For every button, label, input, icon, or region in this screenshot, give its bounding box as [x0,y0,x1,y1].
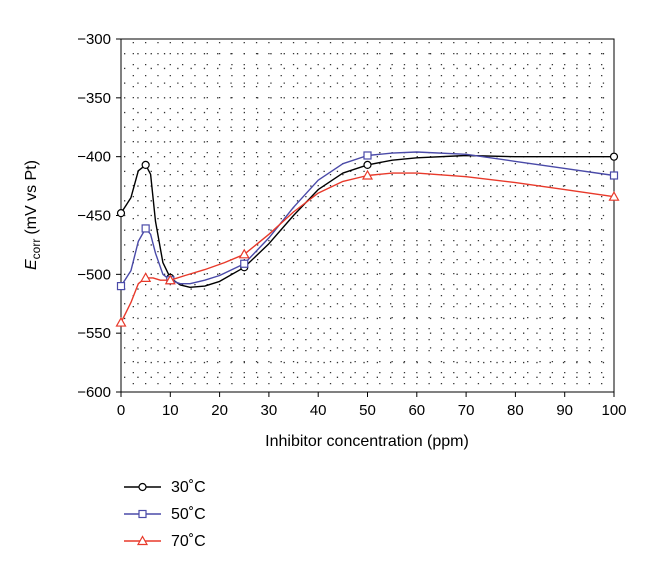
x-tick-label: 0 [117,402,125,419]
series-line-70C [120,172,615,323]
legend-label-30C: 30˚C [171,479,206,496]
data-point-50C [363,151,372,160]
axis-ticks: 0 10 20 30 40 50 60 70 80 90 100 −300 −350 −400 −450 −5… [77,31,626,419]
data-point-70C [361,169,374,180]
series-line-50C [120,151,615,287]
legend-marker-70C [136,535,149,546]
data-point-70C [608,190,620,201]
data-point-50C [240,259,249,268]
data-point-70C [115,316,127,327]
data-point-50C [609,171,619,180]
y-tick-label: −450 [77,208,111,225]
data-point-30C [141,160,150,170]
data-point-30C [609,152,619,161]
data-point-70C [238,248,250,259]
x-tick-label: 30 [261,402,278,419]
x-tick-label: 40 [310,402,327,419]
y-tick-label: −500 [77,266,111,283]
x-tick-label: 60 [408,402,425,419]
y-tick-label: −550 [77,325,111,342]
x-tick-label: 10 [162,402,179,419]
legend-marker-50C [138,509,147,519]
data-point-50C [141,224,150,233]
y-tick-label: −350 [77,90,111,107]
y-axis-units: (mV vs Pt) [23,160,40,235]
y-tick-label: −300 [77,31,111,48]
legend-label-50C: 50˚C [171,506,206,523]
y-tick-label: −600 [77,384,111,401]
legend-item-70C: 70˚C [124,533,206,550]
series-line-30C [120,154,614,288]
x-tick-label: 100 [601,402,626,419]
series-group [115,151,620,327]
x-tick-label: 20 [211,402,228,419]
y-axis-subscript: corr [29,239,43,260]
x-tick-label: 50 [359,402,376,419]
x-axis-title: Inhibitor concentration (ppm) [265,433,469,450]
data-point-70C [140,272,152,282]
x-tick-label: 70 [458,402,475,419]
x-tick-label: 90 [556,402,573,419]
series-70C [115,169,620,327]
data-point-70C [164,274,176,285]
legend-item-50C: 50˚C [124,506,206,523]
data-point-30C [363,160,372,170]
legend: 30˚C 50˚C 70˚C [124,479,206,550]
data-point-30C [116,209,126,218]
y-tick-label: −400 [77,149,111,166]
y-axis-title: Ecorr (mV vs Pt) [23,160,43,270]
legend-marker-30C [138,482,147,492]
legend-item-30C: 30˚C [124,479,206,496]
x-tick-label: 80 [507,402,524,419]
legend-label-70C: 70˚C [171,533,206,550]
data-point-50C [116,282,126,291]
y-axis-symbol: E [23,259,40,270]
